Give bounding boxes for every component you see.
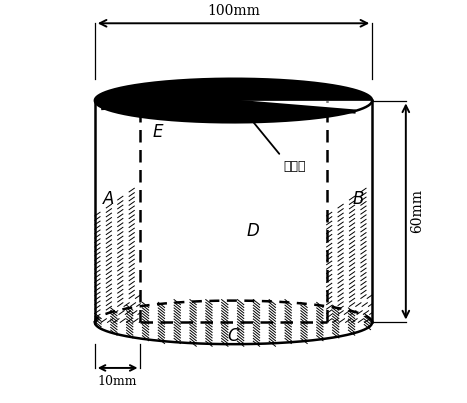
Text: $E$: $E$ [152,124,164,141]
Text: 参考线: 参考线 [283,160,305,173]
Text: $C$: $C$ [226,328,241,345]
Text: 100mm: 100mm [207,4,260,18]
Text: $O$: $O$ [201,81,214,98]
Text: 切痕线: 切痕线 [273,85,296,98]
Polygon shape [95,100,222,108]
Text: $D$: $D$ [246,223,260,240]
Polygon shape [95,79,372,122]
Text: 10mm: 10mm [98,375,137,388]
Text: $B$: $B$ [352,191,364,208]
Text: $A$: $A$ [102,191,115,208]
Text: 切割线: 切割线 [150,98,182,111]
Text: 60mm: 60mm [410,189,425,233]
